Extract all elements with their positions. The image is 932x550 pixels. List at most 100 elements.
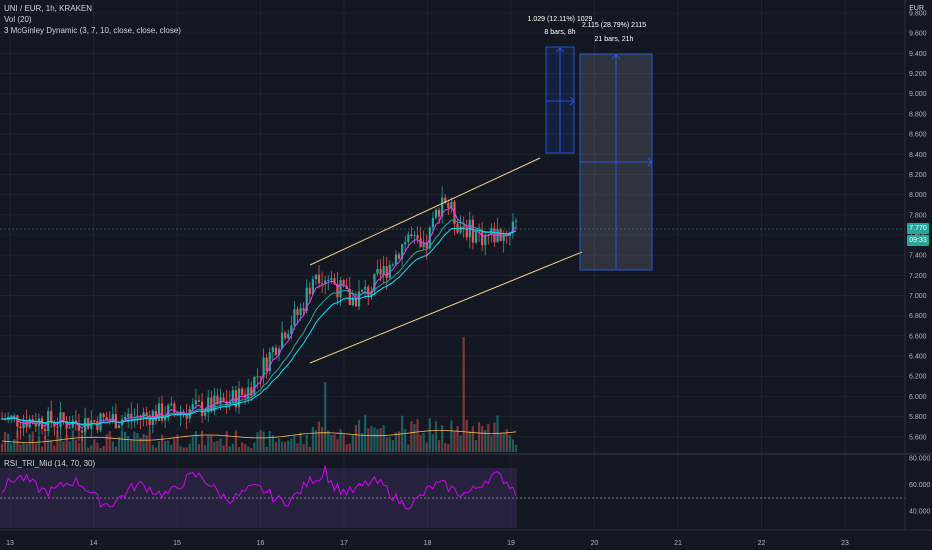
- volume-bar: [191, 436, 194, 452]
- channel-upper-line[interactable]: [309, 157, 541, 266]
- candle-body: [474, 232, 478, 243]
- volume-bar: [274, 442, 278, 452]
- volume-bar: [348, 443, 351, 452]
- volume-bar: [311, 426, 314, 452]
- candle-body: [127, 413, 130, 418]
- rsi-axis[interactable]: 80.000 60.000 40.000: [909, 456, 931, 516]
- time-tick-label: 17: [340, 540, 348, 547]
- currency-label: EUR: [909, 5, 924, 12]
- time-axis[interactable]: 13 14 15 16 17 18 19 20 21 22 23: [6, 540, 849, 547]
- measure-box-1[interactable]: [545, 46, 575, 154]
- current-price-badge: 7.770: [907, 223, 929, 234]
- volume-bar: [431, 434, 434, 452]
- volume-bar: [114, 446, 117, 452]
- candle-body: [210, 397, 213, 412]
- price-tick-label: 8.000: [909, 192, 927, 199]
- volume-bar: [34, 443, 37, 452]
- candle-body: [465, 228, 468, 238]
- volume-bar: [290, 438, 293, 452]
- candle-body: [351, 297, 354, 306]
- volume-bar: [250, 447, 253, 452]
- volume-bar: [207, 435, 210, 452]
- symbol-legend[interactable]: UNI / EUR, 1h, KRAKEN: [4, 4, 93, 13]
- candle-body: [327, 279, 330, 281]
- volume-bar: [419, 434, 422, 452]
- volume-bar: [148, 430, 151, 452]
- candle-body: [293, 309, 296, 326]
- measure-box-2[interactable]: [579, 53, 653, 271]
- volume-bar: [247, 446, 250, 452]
- volume-bar: [284, 442, 287, 452]
- candle-body: [425, 242, 428, 249]
- volume-bar: [462, 337, 465, 452]
- volume-bar: [447, 443, 450, 452]
- volume-bar: [74, 439, 77, 452]
- volume-bar: [28, 434, 31, 452]
- price-tick-label: 6.200: [909, 374, 927, 381]
- candle-body: [505, 234, 508, 237]
- candle-body: [410, 234, 413, 237]
- candle-body: [379, 268, 382, 275]
- candle-body: [65, 420, 68, 429]
- volume-pane: [0, 337, 518, 452]
- candle-body: [207, 397, 210, 413]
- volume-bar: [333, 434, 336, 452]
- rsi-legend[interactable]: RSI_TRI_Mid (14, 70, 30): [4, 459, 96, 468]
- volume-bar: [407, 444, 410, 452]
- price-tick-label: 9.800: [909, 11, 927, 18]
- volume-legend[interactable]: Vol (20): [4, 15, 32, 24]
- volume-bar: [413, 424, 416, 452]
- candle-body: [274, 347, 278, 355]
- volume-bar: [499, 433, 502, 452]
- volume-bar: [496, 415, 499, 452]
- volume-bar: [437, 440, 441, 452]
- price-tick-label: 8.800: [909, 111, 927, 118]
- channel-lower-line[interactable]: [309, 251, 583, 364]
- candle-body: [382, 266, 385, 275]
- volume-bar: [13, 439, 16, 452]
- candle-body: [431, 217, 434, 228]
- candle-body: [253, 376, 256, 396]
- price-tick-label: 8.400: [909, 152, 927, 159]
- candle-body: [28, 419, 31, 428]
- volume-bar: [345, 444, 348, 452]
- candle-body: [130, 413, 133, 419]
- volume-bar: [514, 444, 518, 452]
- rsi-tick-label: 60.000: [909, 482, 931, 489]
- candle-body: [477, 232, 481, 234]
- volume-bar: [397, 431, 401, 452]
- candle-body: [259, 376, 262, 378]
- volume-bar: [240, 442, 244, 452]
- candle-body: [493, 228, 496, 243]
- candle-body: [142, 412, 145, 418]
- price-tick-label: 6.000: [909, 394, 927, 401]
- candle-body: [102, 413, 105, 418]
- indicator-legend[interactable]: 3 McGinley Dynamic (3, 7, 10, close, clo…: [4, 26, 181, 35]
- volume-bar: [256, 432, 259, 452]
- candle-body: [333, 278, 336, 284]
- candle-body: [105, 417, 108, 421]
- time-tick-label: 21: [674, 540, 682, 547]
- candle-body: [320, 283, 324, 285]
- volume-bar: [56, 430, 59, 452]
- candle-body: [56, 426, 59, 428]
- candle-body: [185, 412, 188, 419]
- volume-bar: [3, 432, 7, 452]
- volume-bar: [164, 440, 167, 452]
- volume-bar: [320, 427, 324, 452]
- candle-body: [342, 280, 345, 287]
- candle-body: [34, 423, 37, 427]
- volume-bar: [508, 434, 511, 452]
- price-tick-label: 6.600: [909, 333, 927, 340]
- price-tick-label: 6.800: [909, 313, 927, 320]
- candle-body: [308, 287, 311, 295]
- volume-bar: [237, 447, 241, 452]
- volume-bar: [280, 441, 284, 452]
- candle-body: [317, 274, 321, 284]
- candle-body: [314, 274, 318, 280]
- volume-bar: [351, 434, 354, 452]
- volume-bar: [265, 446, 268, 452]
- volume-bar: [370, 425, 373, 452]
- volume-bar: [219, 438, 222, 452]
